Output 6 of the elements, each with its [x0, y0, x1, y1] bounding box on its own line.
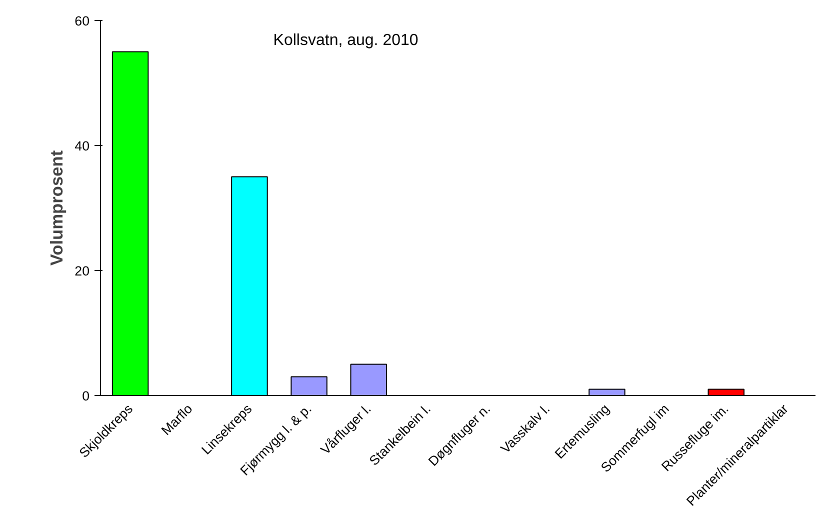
- text: Kollsvatn, aug. 2010: [273, 32, 418, 49]
- y-tick-label: 0: [82, 388, 90, 404]
- y-axis-title: Volumprosent: [46, 150, 67, 266]
- y-tick-label: 40: [74, 138, 90, 154]
- y-tick-label: 60: [74, 14, 90, 28]
- y-tick-label: 20: [74, 264, 90, 278]
